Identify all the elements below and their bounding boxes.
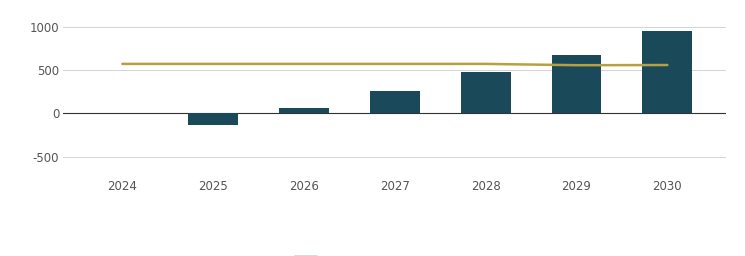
Bar (370, 91, 420, 113)
Bar (188, 113, 238, 125)
Bar (551, 55, 601, 113)
Legend: Net Cash, Market Cap: Net Cash, Market Cap (290, 251, 500, 256)
Bar (279, 108, 329, 113)
Bar (642, 31, 692, 113)
Bar (460, 72, 510, 113)
